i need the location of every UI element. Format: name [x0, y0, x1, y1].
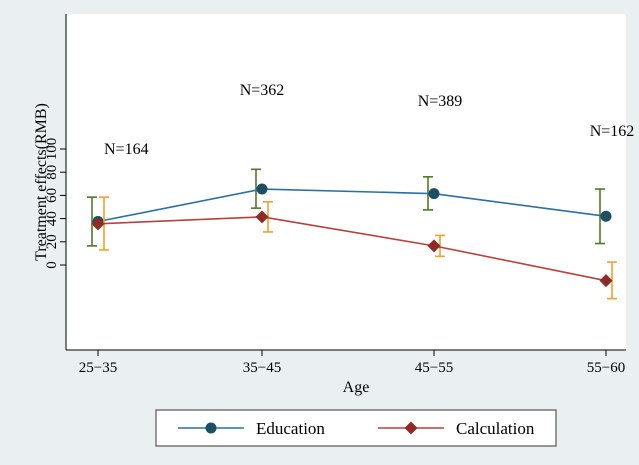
- legend-item-education: Education: [178, 419, 325, 438]
- error-bar: [87, 196, 97, 247]
- y-tick-label: 40: [44, 211, 60, 226]
- error-bar: [251, 168, 261, 209]
- y-axis: 0 20 40 60 80 100: [44, 14, 67, 350]
- series-education: [87, 168, 612, 247]
- legend-marker: [205, 422, 217, 434]
- data-point: [427, 239, 441, 253]
- legend-item-calculation: Calculation: [378, 419, 535, 438]
- series-calculation: [91, 196, 617, 300]
- x-axis: 25−35 35−45 45−55 55−60: [66, 349, 626, 376]
- data-point: [599, 274, 613, 288]
- data-point: [428, 188, 440, 200]
- y-tick-label: 0: [44, 261, 60, 269]
- legend-label: Calculation: [456, 419, 535, 438]
- data-point: [256, 183, 268, 195]
- series-layer: [87, 168, 617, 300]
- y-tick-label: 80: [44, 165, 60, 180]
- legend: Education Calculation: [155, 409, 557, 447]
- legend-label: Education: [256, 419, 325, 438]
- sample-size-label: N=162: [590, 123, 635, 140]
- sample-size-label: N=389: [418, 93, 463, 110]
- sample-size-label: N=362: [240, 82, 285, 99]
- data-point: [255, 210, 269, 224]
- y-axis-label: Treatment effects(RMB): [33, 103, 50, 261]
- y-tick-label: 20: [44, 234, 60, 249]
- data-point: [600, 210, 612, 222]
- series-line: [97, 216, 607, 282]
- x-axis-label: Age: [343, 379, 370, 396]
- x-tick-label: 55−60: [587, 360, 625, 376]
- y-tick-label: 60: [44, 188, 60, 203]
- y-tick-label: 100: [44, 138, 60, 161]
- plot-area: [66, 14, 626, 350]
- series-line: [97, 188, 607, 223]
- legend-marker: [404, 421, 418, 435]
- data-point: [91, 217, 105, 231]
- annotation-layer: N=164 N=362 N=389 N=162: [104, 82, 634, 158]
- x-tick-label: 35−45: [243, 360, 281, 376]
- x-tick-label: 25−35: [79, 360, 117, 376]
- x-tick-label: 45−55: [415, 360, 453, 376]
- sample-size-label: N=164: [104, 141, 149, 158]
